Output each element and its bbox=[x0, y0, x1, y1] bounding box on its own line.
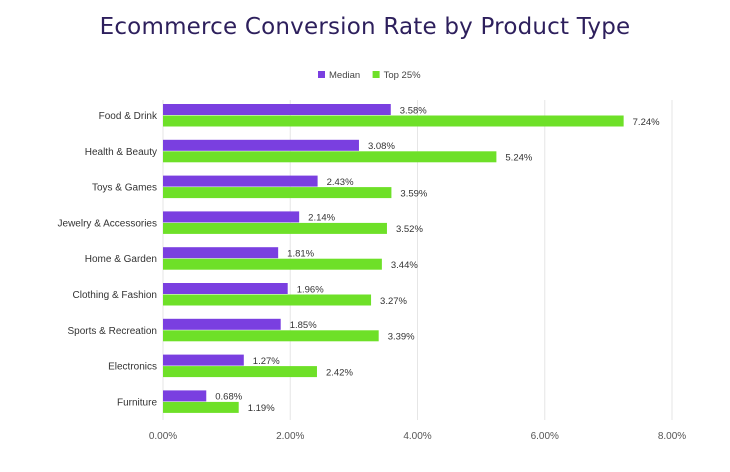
labels-layer: 0.00% 2.00% 4.00% 6.00% 8.00% Food & Drink 3.5… bbox=[58, 105, 687, 442]
value-label: 1.81% bbox=[287, 248, 314, 259]
top25-bar bbox=[163, 294, 372, 306]
value-label: 1.96% bbox=[297, 284, 324, 295]
median-bar bbox=[163, 139, 359, 151]
bars-layer bbox=[163, 104, 624, 413]
x-tick-label: 0.00% bbox=[149, 431, 177, 442]
category-label: Food & Drink bbox=[99, 111, 158, 122]
category-label: Sports & Recreation bbox=[68, 326, 158, 337]
median-bar bbox=[163, 283, 288, 294]
median-bar bbox=[163, 104, 391, 115]
value-label: 3.59% bbox=[400, 188, 427, 199]
value-label: 1.27% bbox=[253, 356, 280, 367]
value-label: 3.27% bbox=[380, 296, 407, 307]
category-label: Furniture bbox=[117, 397, 157, 408]
value-label: 3.44% bbox=[391, 260, 418, 271]
category-label: Home & Garden bbox=[85, 254, 157, 265]
legend: Median Top 25% bbox=[318, 70, 421, 81]
median-bar bbox=[163, 247, 279, 259]
category-label: Electronics bbox=[108, 362, 157, 373]
legend-label: Top 25% bbox=[384, 70, 422, 81]
value-label: 5.24% bbox=[505, 153, 532, 164]
category-label: Health & Beauty bbox=[85, 147, 157, 158]
value-label: 2.42% bbox=[326, 367, 353, 378]
legend-swatch bbox=[372, 71, 380, 78]
value-label: 3.58% bbox=[400, 105, 427, 116]
x-tick-label: 8.00% bbox=[658, 431, 686, 442]
top25-bar bbox=[163, 187, 392, 199]
median-bar bbox=[163, 390, 207, 402]
x-tick-label: 4.00% bbox=[403, 431, 431, 442]
category-label: Jewelry & Accessories bbox=[58, 218, 157, 229]
legend-swatch bbox=[318, 71, 325, 78]
value-label: 3.08% bbox=[368, 141, 395, 152]
median-bar bbox=[163, 318, 281, 330]
value-label: 3.39% bbox=[388, 332, 415, 343]
x-tick-label: 6.00% bbox=[531, 431, 559, 442]
value-label: 7.24% bbox=[633, 117, 660, 128]
median-bar bbox=[163, 354, 244, 366]
value-label: 1.85% bbox=[290, 320, 317, 331]
category-label: Clothing & Fashion bbox=[73, 290, 158, 301]
value-label: 2.14% bbox=[308, 213, 335, 224]
top25-bar bbox=[163, 401, 239, 413]
category-label: Toys & Games bbox=[92, 183, 157, 194]
top25-bar bbox=[163, 115, 624, 127]
value-label: 2.43% bbox=[327, 177, 354, 188]
top25-bar bbox=[163, 222, 387, 234]
value-label: 1.19% bbox=[248, 403, 275, 414]
chart-title: Ecommerce Conversion Rate by Product Typ… bbox=[99, 14, 631, 40]
top25-bar bbox=[163, 330, 379, 342]
top25-bar bbox=[163, 258, 382, 270]
value-label: 0.68% bbox=[215, 392, 242, 403]
top25-bar bbox=[163, 366, 317, 378]
median-bar bbox=[163, 175, 318, 187]
top25-bar bbox=[163, 151, 497, 163]
median-bar bbox=[163, 211, 300, 223]
legend-label: Median bbox=[329, 70, 360, 81]
value-label: 3.52% bbox=[396, 224, 423, 235]
x-tick-label: 2.00% bbox=[276, 431, 304, 442]
